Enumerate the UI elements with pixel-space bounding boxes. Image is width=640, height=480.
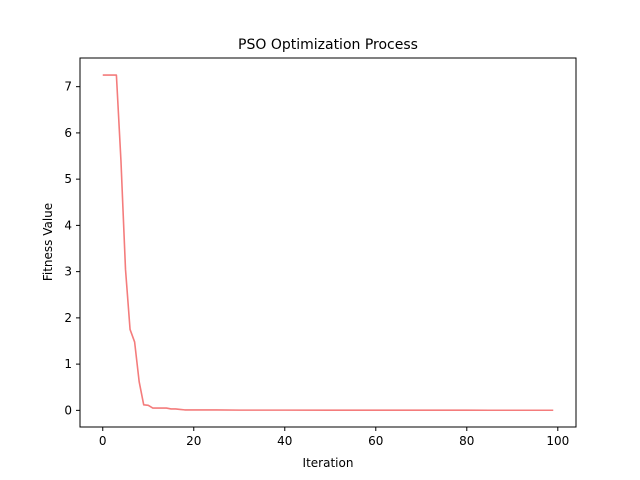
x-axis: 0 20 40 60 80 100 [99,427,569,448]
y-tick-label: 2 [64,311,72,325]
y-tick-label: 3 [64,265,72,279]
series-line [102,74,554,412]
chart-title: PSO Optimization Process [238,37,418,53]
x-tick-label: 100 [546,434,569,448]
axes-frame [79,57,577,428]
x-tick-label: 0 [99,434,107,448]
plot-area [102,74,554,412]
x-tick-label: 20 [186,434,201,448]
x-tick-label: 60 [368,434,383,448]
y-axis-label: Fitness Value [41,203,55,281]
y-tick-label: 4 [64,218,72,232]
y-tick-label: 7 [64,80,72,94]
x-axis-label: Iteration [303,456,354,470]
x-tick-label: 40 [277,434,292,448]
x-tick-label: 80 [459,434,474,448]
y-tick-label: 6 [64,126,72,140]
y-axis: 0 1 2 3 4 5 6 7 [64,80,80,417]
y-tick-label: 0 [64,403,72,417]
y-tick-label: 1 [64,357,72,371]
y-tick-label: 5 [64,172,72,186]
